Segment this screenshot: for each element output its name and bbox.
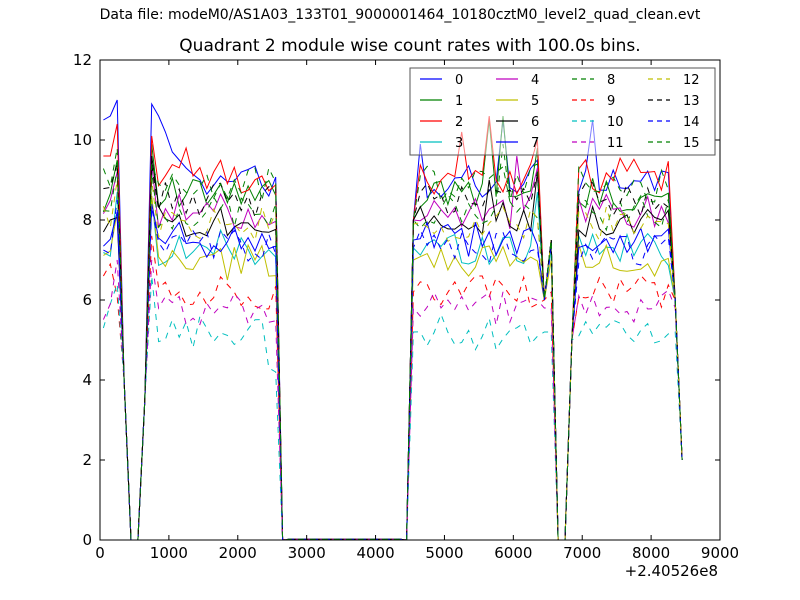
legend-label: 11 xyxy=(607,136,624,151)
legend-label: 0 xyxy=(455,73,463,88)
series-line-9 xyxy=(102,235,683,540)
legend-label: 2 xyxy=(455,115,463,130)
x-axis-offset-text: +2.40526e8 xyxy=(624,562,718,580)
legend-label: 7 xyxy=(531,136,539,151)
x-tick-label: 7000 xyxy=(563,544,601,562)
legend-label: 15 xyxy=(683,136,700,151)
legend-label: 1 xyxy=(455,94,463,109)
y-tick-label: 10 xyxy=(73,131,92,149)
x-tick-label: 6000 xyxy=(494,544,532,562)
x-tick-label: 1000 xyxy=(150,544,188,562)
x-tick-label: 4000 xyxy=(356,544,394,562)
series-line-3 xyxy=(103,191,683,540)
y-tick-label: 8 xyxy=(82,211,92,229)
x-tick-label: 0 xyxy=(95,544,105,562)
x-tick-label: 5000 xyxy=(425,544,463,562)
y-tick-label: 4 xyxy=(82,371,92,389)
figure-suptitle: Data file: modeM0/AS1A03_133T01_90000014… xyxy=(99,7,701,23)
series-line-5 xyxy=(103,195,683,540)
series-line-2 xyxy=(103,115,683,540)
y-tick-label: 0 xyxy=(82,531,92,549)
x-tick-label: 3000 xyxy=(288,544,326,562)
chart-title: Quadrant 2 module wise count rates with … xyxy=(179,36,641,56)
legend-box xyxy=(409,67,716,156)
y-tick-label: 2 xyxy=(82,451,92,469)
legend-label: 6 xyxy=(531,115,539,130)
legend-label: 4 xyxy=(531,73,539,88)
legend-label: 3 xyxy=(455,136,463,151)
series-line-10 xyxy=(102,275,683,540)
legend-label: 9 xyxy=(607,94,615,109)
series-layer xyxy=(102,99,683,540)
series-line-13 xyxy=(103,163,683,540)
x-tick-label: 9000 xyxy=(701,544,739,562)
x-tick-label: 8000 xyxy=(632,544,670,562)
legend-label: 8 xyxy=(607,73,615,88)
y-tick-label: 12 xyxy=(73,51,92,69)
axis-layer: 0 1000 2000 3000 4000 5000 6000 7000 8000 9000 0 2 4… xyxy=(73,51,739,562)
legend-label: 14 xyxy=(683,115,700,130)
series-line-15 xyxy=(102,147,683,540)
legend-label: 10 xyxy=(607,115,624,130)
series-line-14 xyxy=(103,199,683,540)
legend-label: 5 xyxy=(531,94,539,109)
series-line-11 xyxy=(102,259,683,540)
y-tick-label: 6 xyxy=(82,291,92,309)
legend-label: 13 xyxy=(683,94,700,109)
legend-label: 12 xyxy=(683,73,700,88)
series-line-1 xyxy=(102,115,683,540)
series-line-12 xyxy=(102,179,683,540)
x-tick-label: 2000 xyxy=(219,544,257,562)
